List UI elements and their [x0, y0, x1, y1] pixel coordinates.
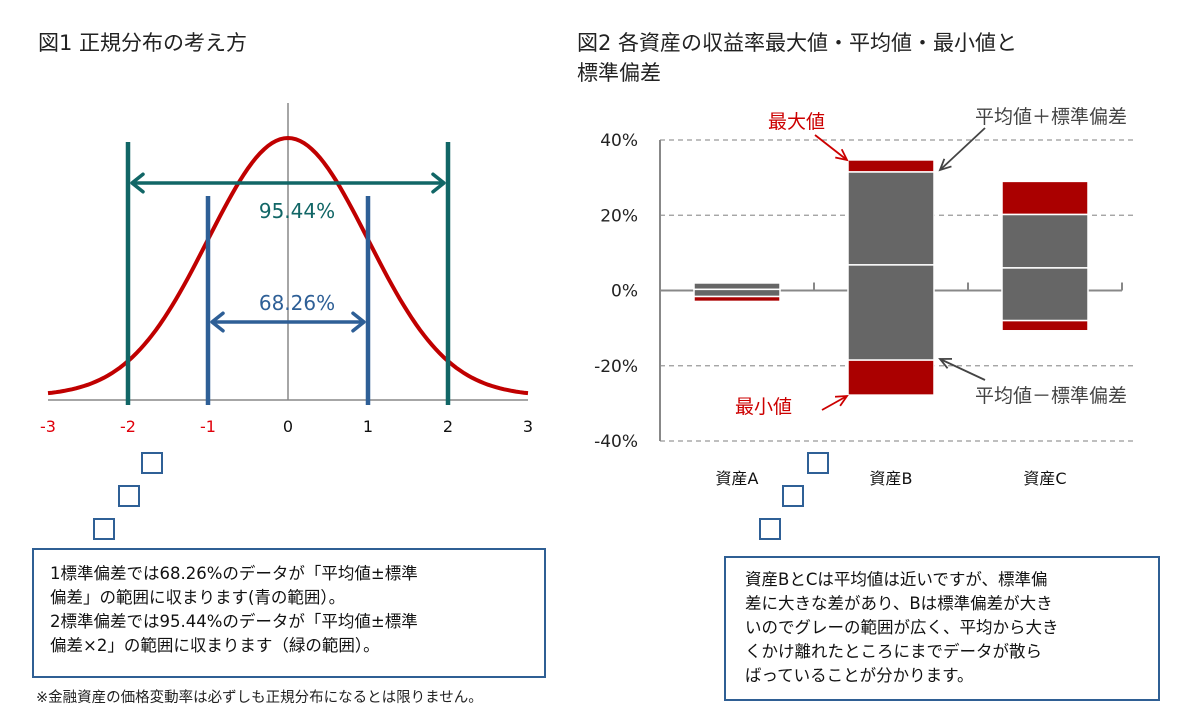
- max-arrow-head-icon: [835, 148, 849, 162]
- min-annotation: 最小値: [735, 396, 792, 418]
- square-icon: [118, 485, 140, 507]
- arrow-right-icon: [351, 311, 366, 333]
- footnote: ※金融資産の価格変動率は必ずしも正規分布になるとは限りません。: [36, 690, 483, 706]
- arrow-left-icon: [210, 311, 225, 333]
- square-icon: [807, 452, 829, 474]
- x-tick-label: -2: [120, 417, 136, 436]
- min-arrow-head-icon: [834, 394, 849, 407]
- box2-line: いのでグレーの範囲が広く、平均から大き: [745, 618, 1059, 637]
- box2-line: ばっていることが分かります。: [745, 666, 974, 685]
- mean-plus-sd-annotation: 平均値＋標準偏差: [975, 106, 1127, 128]
- square-icon: [782, 485, 804, 507]
- explanation-box-2: 資産BとCは平均値は近いですが、標準偏 差に大きな差があり、Bは標準偏差が大き …: [724, 556, 1160, 701]
- max-segment: [847, 159, 935, 173]
- y-tick-label: -20%: [594, 357, 638, 377]
- max-segment: [1001, 180, 1089, 216]
- x-tick-label: 1: [363, 417, 373, 436]
- min-segment: [1001, 319, 1089, 332]
- box2-line: 資産BとCは平均値は近いですが、標準偏: [745, 570, 1048, 589]
- category-label: 資産A: [716, 469, 759, 488]
- upper-sd-segment: [1001, 213, 1089, 269]
- box1-line: 偏差×2」の範囲に収まります（緑の範囲）。: [50, 636, 380, 655]
- x-tick-label: 0: [283, 417, 293, 436]
- max-annotation: 最大値: [768, 111, 825, 133]
- max-arrow: [814, 134, 848, 161]
- mean-minus-sd-arrow: [939, 358, 986, 381]
- box1-line: 2標準偏差では95.44%のデータが「平均値±標準: [50, 612, 418, 631]
- lower-sd-segment: [847, 264, 935, 361]
- box2-line: 差に大きな差があり、Bは標準偏差が大き: [745, 594, 1053, 613]
- min-arrow: [821, 395, 848, 411]
- range-label: 95.44%: [259, 199, 335, 223]
- arrow-right-icon: [431, 172, 446, 194]
- figure2-title: 図2 各資産の収益率最大値・平均値・最小値と: [577, 31, 1018, 55]
- upper-sd-segment: [693, 282, 781, 291]
- explanation-box-1: 1標準偏差では68.26%のデータが「平均値±標準 偏差」の範囲に収まります(青…: [32, 548, 546, 678]
- mean-plus-sd-arrow-head-icon: [938, 158, 952, 172]
- square-icon: [93, 518, 115, 540]
- figure1-title: 図1 正規分布の考え方: [38, 31, 248, 55]
- box1-line: 偏差」の範囲に収まります(青の範囲）。: [50, 588, 346, 607]
- category-label: 資産C: [1023, 469, 1066, 488]
- min-segment: [847, 359, 935, 396]
- y-tick-label: -40%: [594, 432, 638, 452]
- y-tick-label: 20%: [600, 206, 638, 226]
- y-tick-label: 0%: [611, 282, 638, 302]
- mean-minus-sd-annotation: 平均値－標準偏差: [975, 385, 1127, 407]
- square-icon: [759, 518, 781, 540]
- x-tick-label: 2: [443, 417, 453, 436]
- arrow-left-icon: [130, 172, 145, 194]
- x-tick-label: -3: [40, 417, 56, 436]
- lower-sd-segment: [693, 288, 781, 298]
- y-tick-label: 40%: [600, 131, 638, 151]
- category-label: 資産B: [870, 469, 913, 488]
- mean-plus-sd-arrow: [939, 127, 986, 171]
- figure2-title-line2: 標準偏差: [577, 61, 661, 85]
- lower-sd-segment: [1001, 267, 1089, 322]
- box1-line: 1標準偏差では68.26%のデータが「平均値±標準: [50, 564, 418, 583]
- x-tick-label: -1: [200, 417, 216, 436]
- upper-sd-segment: [847, 171, 935, 266]
- min-segment: [693, 295, 781, 303]
- square-icon: [141, 452, 163, 474]
- range-label: 68.26%: [259, 291, 335, 315]
- x-tick-label: 3: [523, 417, 533, 436]
- mean-minus-sd-arrow-head-icon: [938, 357, 953, 369]
- box2-line: くかけ離れたところにまでデータが散ら: [745, 642, 1042, 661]
